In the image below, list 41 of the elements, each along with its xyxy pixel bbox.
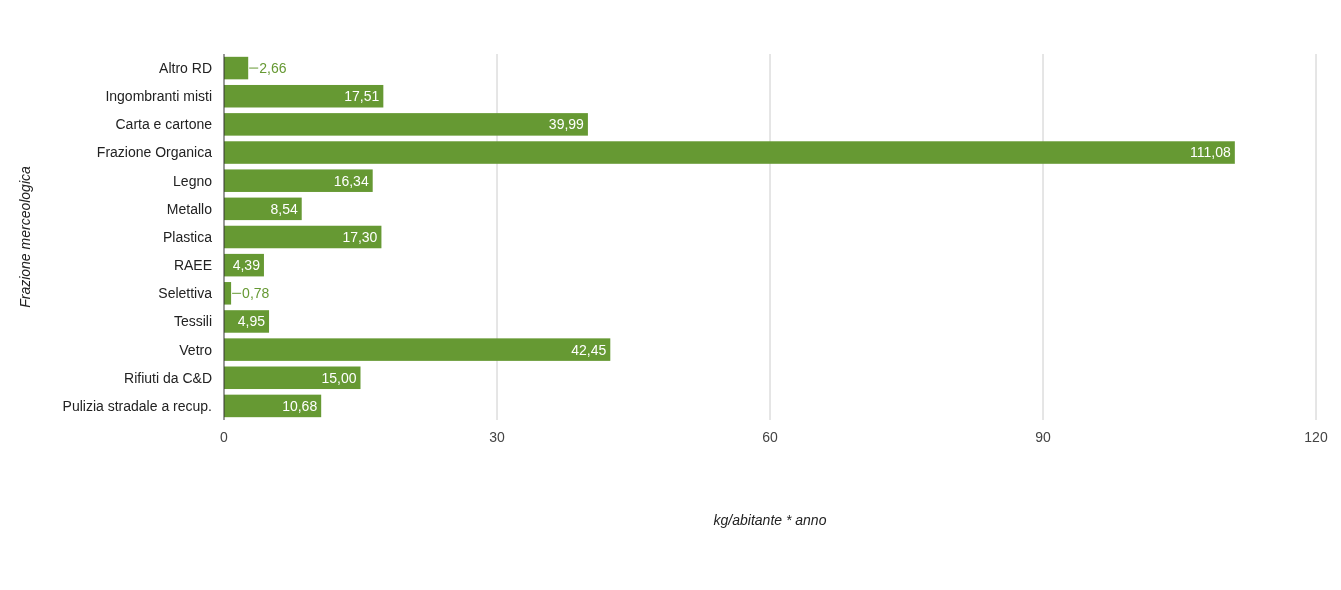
- y-tick-label: Altro RD: [159, 59, 212, 76]
- x-tick-label: 90: [1035, 429, 1051, 445]
- data-label: 17,51: [344, 88, 380, 105]
- x-tick-label: 0: [220, 429, 229, 445]
- y-axis-title: Frazione merceologica: [17, 165, 33, 308]
- y-tick-label: Plastica: [162, 228, 213, 245]
- data-label: 39,99: [548, 116, 585, 133]
- y-tick-label: Ingombranti misti: [105, 88, 212, 105]
- y-tick-label: Selettiva: [158, 285, 213, 302]
- data-label: 15,00: [321, 369, 357, 386]
- bar: [224, 56, 249, 80]
- y-tick-label: Pulizia stradale a recup.: [62, 397, 212, 414]
- x-tick-label: 30: [489, 429, 505, 445]
- data-label: 10,68: [282, 397, 318, 414]
- data-label: 8,54: [270, 200, 298, 217]
- y-tick-label: Carta e cartone: [115, 116, 213, 133]
- y-tick-label: Frazione Organica: [96, 144, 213, 161]
- data-label: 42,45: [571, 341, 607, 358]
- bar: [224, 225, 382, 249]
- bar: [224, 84, 384, 108]
- bar: [224, 141, 1235, 164]
- y-tick-label: Metallo: [166, 200, 213, 217]
- x-tick-label: 60: [762, 429, 778, 445]
- data-label: 0,78: [242, 285, 270, 302]
- data-label: 111,08: [1190, 144, 1232, 161]
- x-axis-title: kg/abitante * anno: [713, 512, 827, 528]
- data-label: 17,30: [342, 228, 378, 245]
- y-tick-label: Tessili: [173, 313, 212, 330]
- bar: [224, 169, 373, 192]
- bar: [224, 338, 611, 361]
- y-tick-label: Legno: [173, 172, 213, 189]
- y-tick-label: Vetro: [179, 341, 213, 358]
- data-label: 16,34: [333, 172, 369, 189]
- data-label: 4,39: [232, 257, 261, 274]
- data-label: 4,95: [237, 313, 266, 330]
- y-tick-label: RAEE: [173, 257, 212, 274]
- y-tick-label: Rifiuti da C&D: [124, 369, 212, 386]
- x-tick-label: 120: [1304, 429, 1328, 445]
- bar: [224, 113, 588, 136]
- bar: [224, 366, 361, 390]
- data-label: 2,66: [259, 59, 287, 76]
